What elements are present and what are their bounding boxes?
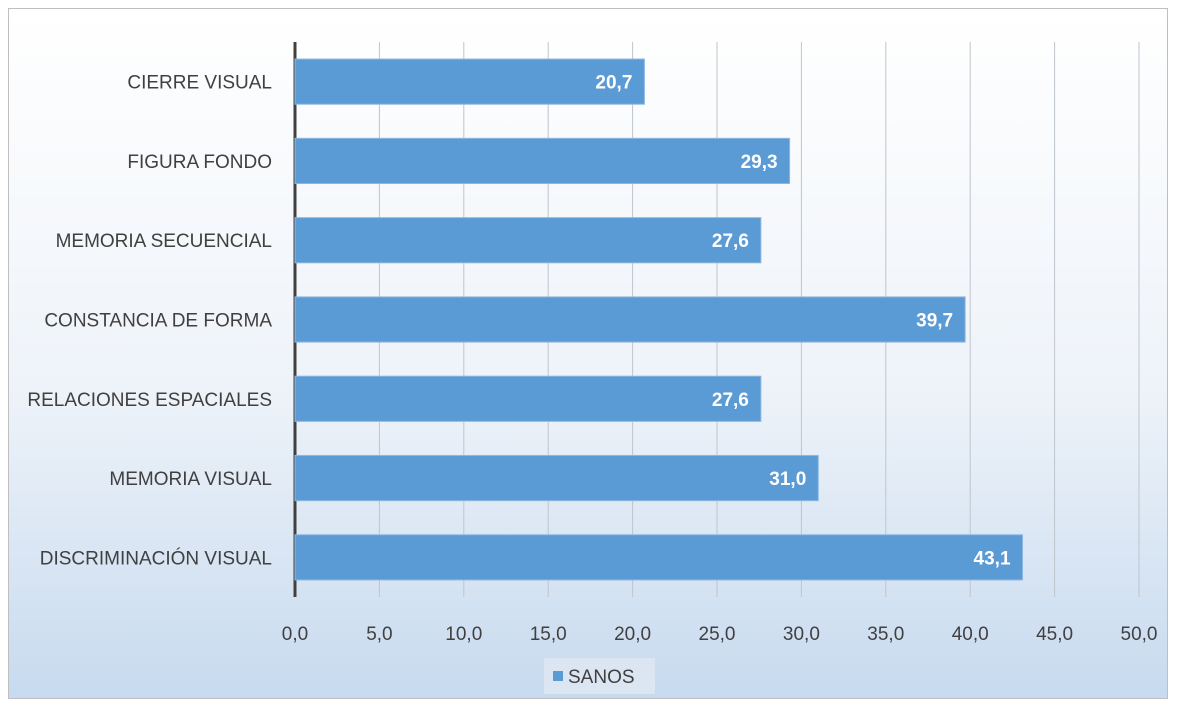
x-tick-label: 0,0 [282, 624, 308, 645]
x-tick-label: 30,0 [783, 624, 820, 645]
x-tick-label: 15,0 [530, 624, 567, 645]
legend-swatch [553, 671, 563, 681]
data-label: 31,0 [769, 469, 806, 490]
bar [294, 217, 762, 264]
bar [294, 296, 966, 343]
data-label: 27,6 [712, 390, 749, 411]
data-label: 27,6 [712, 231, 749, 252]
x-tick-labels: 0,0 5,0 10,0 15,0 20,0 25,0 30,0 35,0 40,0 45,0 50… [282, 624, 1158, 645]
legend: SANOS [544, 658, 655, 694]
x-tick-label: 35,0 [867, 624, 904, 645]
category-label: MEMORIA VISUAL [109, 469, 272, 490]
data-label: 29,3 [741, 152, 778, 173]
bar [294, 375, 762, 422]
x-tick-label: 50,0 [1121, 624, 1158, 645]
chart-frame: 20,7 29,3 27,6 39,7 27,6 31,0 43,1 CIERRE VISU… [8, 8, 1168, 699]
bars: 20,7 29,3 27,6 39,7 27,6 31,0 43,1 [294, 58, 1024, 581]
x-tick-label: 5,0 [366, 624, 392, 645]
x-tick-label: 20,0 [614, 624, 651, 645]
data-label: 20,7 [595, 73, 632, 94]
x-tick-label: 40,0 [952, 624, 989, 645]
bar [294, 534, 1024, 581]
bar [294, 58, 645, 105]
category-label: FIGURA FONDO [127, 152, 272, 173]
data-label: 43,1 [974, 548, 1011, 569]
category-label: CONSTANCIA DE FORMA [44, 311, 272, 332]
category-label: DISCRIMINACIÓN VISUAL [40, 547, 272, 569]
category-labels: CIERRE VISUAL FIGURA FONDO MEMORIA SECUENC… [27, 73, 272, 570]
bar-chart: 20,7 29,3 27,6 39,7 27,6 31,0 43,1 CIERRE VISU… [27, 42, 1158, 694]
bar [294, 137, 791, 185]
legend-label: SANOS [568, 667, 635, 688]
x-tick-label: 45,0 [1036, 624, 1073, 645]
category-label: MEMORIA SECUENCIAL [56, 231, 272, 252]
category-label: CIERRE VISUAL [127, 73, 272, 94]
data-label: 39,7 [916, 311, 953, 332]
x-tick-label: 10,0 [445, 624, 482, 645]
bar [294, 454, 819, 502]
x-tick-label: 25,0 [699, 624, 736, 645]
category-label: RELACIONES ESPACIALES [27, 390, 272, 411]
